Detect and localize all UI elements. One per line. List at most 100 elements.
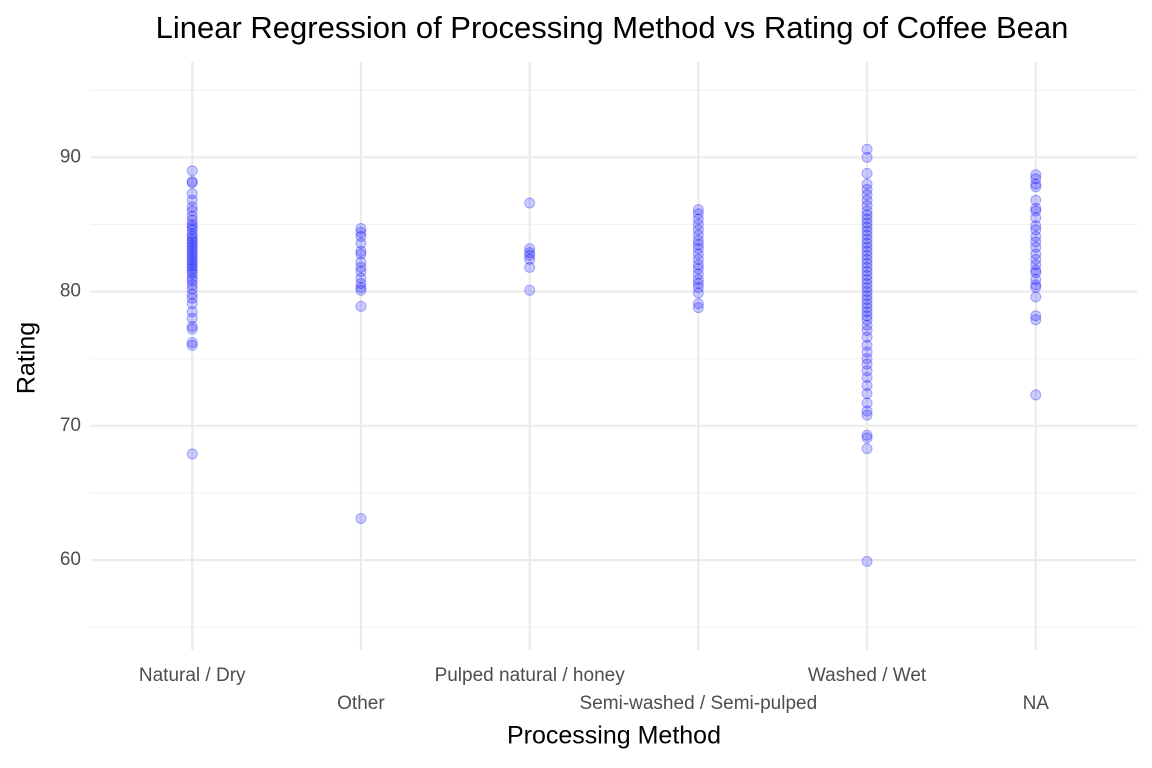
point <box>861 409 873 421</box>
point <box>692 263 704 275</box>
point <box>692 259 704 271</box>
point <box>186 255 198 267</box>
point <box>861 331 873 343</box>
point <box>186 283 198 295</box>
point <box>186 218 198 230</box>
point <box>1030 205 1042 217</box>
point <box>1030 220 1042 232</box>
point <box>861 555 873 567</box>
point <box>861 200 873 212</box>
point <box>1030 231 1042 243</box>
x-tick-label: Washed / Wet <box>808 665 927 686</box>
point <box>861 143 873 155</box>
point <box>692 239 704 251</box>
point <box>692 208 704 220</box>
point <box>524 284 536 296</box>
point <box>524 197 536 209</box>
point <box>861 217 873 229</box>
point <box>1030 181 1042 193</box>
point <box>861 319 873 331</box>
point <box>355 284 367 296</box>
point <box>692 253 704 265</box>
point <box>861 302 873 314</box>
point <box>186 214 198 226</box>
point <box>524 253 536 265</box>
point <box>186 339 198 351</box>
x-tick-label: NA <box>1023 693 1050 714</box>
point <box>861 205 873 217</box>
point <box>692 243 704 255</box>
point <box>1030 267 1042 279</box>
point <box>186 292 198 304</box>
point <box>355 237 367 249</box>
point <box>186 448 198 460</box>
point <box>861 257 873 269</box>
point <box>1030 178 1042 190</box>
point <box>861 245 873 257</box>
point <box>355 278 367 290</box>
point <box>186 188 198 200</box>
point <box>355 300 367 312</box>
point <box>692 204 704 216</box>
point <box>524 243 536 255</box>
point <box>186 312 198 324</box>
point <box>186 265 198 277</box>
point <box>524 261 536 273</box>
point <box>186 177 198 189</box>
point <box>186 279 198 291</box>
point <box>861 278 873 290</box>
point <box>861 167 873 179</box>
point <box>1030 241 1042 253</box>
point <box>861 178 873 190</box>
point <box>861 273 873 285</box>
point <box>692 287 704 299</box>
point <box>186 228 198 240</box>
point <box>355 222 367 234</box>
point <box>861 221 873 233</box>
point <box>861 397 873 409</box>
point <box>355 231 367 243</box>
point <box>1030 202 1042 214</box>
point <box>861 358 873 370</box>
point <box>355 512 367 524</box>
point <box>1030 248 1042 260</box>
point <box>861 443 873 455</box>
point <box>355 256 367 268</box>
point <box>692 278 704 290</box>
point <box>1030 310 1042 322</box>
point <box>861 225 873 237</box>
point <box>861 405 873 417</box>
point <box>861 261 873 273</box>
point <box>1030 282 1042 294</box>
point <box>861 229 873 241</box>
point <box>1030 212 1042 224</box>
point <box>186 205 198 217</box>
point <box>861 388 873 400</box>
point <box>861 365 873 377</box>
point <box>692 282 704 294</box>
point <box>861 380 873 392</box>
y-tick-label: 90 <box>60 146 81 167</box>
point <box>1030 259 1042 271</box>
point <box>1030 273 1042 285</box>
point <box>861 432 873 444</box>
point <box>1030 279 1042 291</box>
point <box>1030 236 1042 248</box>
y-tick-label: 70 <box>60 415 81 436</box>
point <box>861 249 873 261</box>
point <box>692 229 704 241</box>
point <box>355 272 367 284</box>
point <box>861 282 873 294</box>
point <box>861 314 873 326</box>
point <box>1030 253 1042 265</box>
point <box>861 151 873 163</box>
point <box>861 233 873 245</box>
point <box>355 261 367 273</box>
point <box>861 353 873 365</box>
point <box>186 221 198 233</box>
point <box>692 218 704 230</box>
point <box>186 236 198 248</box>
point <box>1030 314 1042 326</box>
point <box>861 237 873 249</box>
